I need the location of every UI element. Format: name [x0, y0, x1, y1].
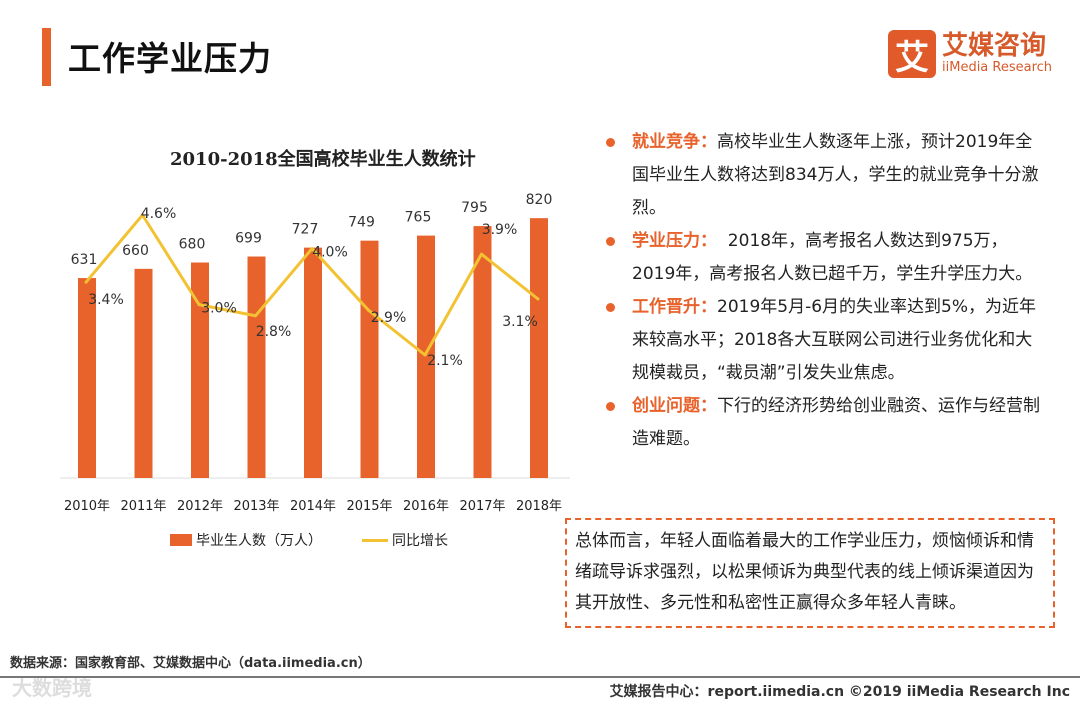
x-tick-label: 2015年 [346, 499, 392, 514]
bar-value-label: 660 [122, 243, 149, 259]
legend-bar-swatch [170, 534, 192, 546]
growth-value-label: 3.9% [482, 222, 518, 238]
growth-value-label: 3.4% [88, 292, 124, 308]
logo: 艾 艾媒咨询 iiMedia Research [888, 30, 1052, 78]
growth-point [536, 297, 540, 301]
x-tick-label: 2013年 [233, 499, 279, 514]
summary-box: 总体而言，年轻人面临着最大的工作学业压力，烦恼倾诉和情绪疏导诉求强烈，以松果倾诉… [565, 518, 1055, 628]
bar [360, 240, 379, 478]
chart-legend: 毕业生人数（万人） 同比增长 [170, 530, 448, 550]
x-tick-label: 2018年 [516, 499, 562, 514]
growth-point [84, 280, 88, 284]
point-career: 工作晋升：2019年5月-6月的失业率达到5%，为近年来较高水平；2018各大互… [606, 291, 1046, 390]
point-key: 创业问题： [632, 396, 717, 416]
point-text: 高校毕业生人数逐年上涨，预计2019年全国毕业生人数将达到834万人，学生的就业… [632, 132, 1039, 218]
x-tick-label: 2014年 [290, 499, 336, 514]
bar-value-label: 727 [292, 222, 319, 238]
bar-value-label: 749 [348, 215, 375, 231]
title-accent-bar [42, 28, 51, 86]
legend-line-label: 同比增长 [392, 533, 448, 549]
growth-value-label: 3.1% [502, 314, 538, 330]
logo-name-en: iiMedia Research [942, 60, 1053, 75]
point-study: 学业压力： 2018年，高考报名人数达到975万，2019年，高考报名人数已超千… [606, 225, 1046, 291]
point-key: 工作晋升： [632, 297, 717, 317]
bar-value-label: 765 [405, 210, 432, 226]
growth-value-label: 4.6% [141, 206, 177, 222]
point-employment: 就业竞争：高校毕业生人数逐年上涨，预计2019年全国毕业生人数将达到834万人，… [606, 126, 1046, 225]
growth-point [367, 308, 370, 312]
bullet-dot-icon [606, 138, 615, 147]
bar [247, 256, 266, 478]
bar [191, 262, 209, 478]
bar-value-label: 795 [461, 200, 488, 216]
legend-bar-label: 毕业生人数（万人） [196, 533, 322, 549]
chart-title: 2010-2018全国高校毕业生人数统计 [170, 149, 476, 170]
point-key: 就业竞争： [632, 132, 717, 152]
growth-point [197, 303, 201, 307]
growth-point [310, 247, 314, 251]
point-text: 2019年5月-6月的失业率达到5%，为近年来较高水平；2018各大互联网公司进… [632, 297, 1036, 383]
page-title: 工作学业压力 [68, 39, 272, 78]
growth-value-label: 2.1% [427, 353, 463, 369]
bar [473, 226, 492, 478]
growth-point [254, 314, 257, 318]
bar [134, 268, 153, 478]
logo-name-cn: 艾媒咨询 [942, 31, 1047, 61]
x-tick-label: 2012年 [177, 499, 223, 514]
growth-point [480, 252, 483, 256]
bar-line-chart: 631 2010年 660 2011年 680 2012年 699 2013年 727 2014年… [60, 192, 570, 514]
legend-line-swatch [362, 538, 388, 542]
data-source: 数据来源：国家教育部、艾媒数据中心（data.iimedia.cn） [10, 656, 371, 671]
growth-value-label: 2.9% [371, 310, 407, 326]
footer-text: 艾媒报告中心：report.iimedia.cn ©2019 iiMedia R… [609, 684, 1070, 700]
logo-mark: 艾 [888, 30, 936, 78]
footer-divider [0, 676, 1080, 678]
bar-value-label: 631 [71, 252, 98, 268]
point-text: 2018年，高考报名人数达到975万，2019年，高考报名人数已超千万，学生升学… [632, 231, 1033, 284]
x-tick-label: 2010年 [64, 499, 110, 514]
bullet-dot-icon [606, 303, 615, 312]
bar [78, 278, 96, 478]
key-points: 就业竞争：高校毕业生人数逐年上涨，预计2019年全国毕业生人数将达到834万人，… [606, 126, 1046, 456]
bar-value-label: 820 [526, 192, 553, 208]
growth-point [423, 353, 427, 357]
point-key: 学业压力： [632, 231, 717, 251]
growth-value-label: 3.0% [201, 301, 237, 317]
watermark: 大数跨境 [12, 676, 92, 700]
point-startup: 创业问题：下行的经济形势给创业融资、运作与经营制造难题。 [606, 390, 1046, 456]
growth-value-label: 4.0% [312, 245, 348, 261]
x-tick-label: 2017年 [459, 499, 505, 514]
x-tick-label: 2011年 [120, 499, 166, 514]
bar-value-label: 680 [179, 237, 206, 253]
x-tick-label: 2016年 [403, 499, 449, 514]
growth-point [141, 213, 144, 217]
growth-value-label: 2.8% [256, 324, 292, 340]
bar [417, 235, 435, 478]
bar-value-label: 699 [235, 231, 262, 247]
bar [530, 218, 548, 478]
bullet-dot-icon [606, 402, 615, 411]
bullet-dot-icon [606, 237, 615, 246]
bar [304, 247, 322, 478]
point-text: 下行的经济形势给创业融资、运作与经营制造难题。 [632, 396, 1040, 449]
